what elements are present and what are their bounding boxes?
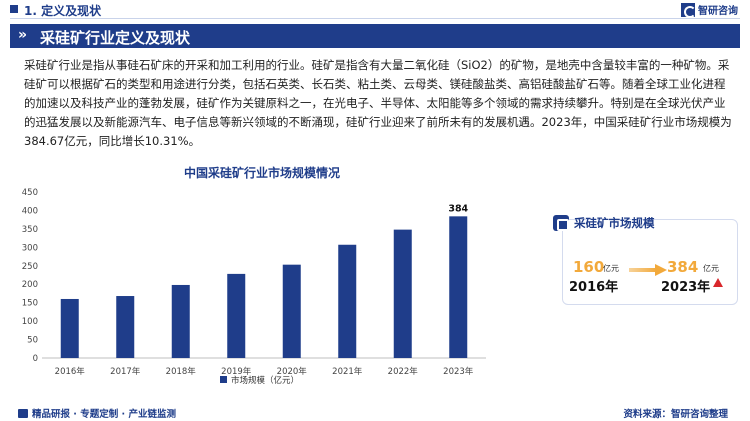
page-title: 采硅矿行业定义及现状 xyxy=(40,29,191,47)
y-tick-label: 300 xyxy=(22,243,38,253)
bar xyxy=(449,216,468,358)
footer-tagline: 精品研报 · 专题定制 · 产业链监测 xyxy=(18,406,176,420)
y-tick-label: 450 xyxy=(22,188,38,198)
up-arrow-icon xyxy=(713,278,723,287)
bar xyxy=(282,264,301,358)
bar xyxy=(171,284,190,358)
y-tick-label: 0 xyxy=(33,354,38,364)
end-unit: 亿元 xyxy=(703,264,719,273)
y-tick-label: 100 xyxy=(22,317,38,327)
brand-logo-icon xyxy=(681,2,696,18)
section-marker-icon xyxy=(10,5,18,13)
brand-name: 智研咨询 xyxy=(698,6,738,17)
x-tick-label: 2017年 xyxy=(110,366,141,377)
start-value: 160 xyxy=(573,258,605,276)
divider xyxy=(10,18,740,19)
brand: 智研咨询 xyxy=(681,2,738,18)
chart-title: 中国采硅矿行业市场规模情况 xyxy=(184,166,341,180)
x-tick-label: 2019年 xyxy=(221,366,252,377)
bar xyxy=(393,229,412,358)
start-year: 2016年 xyxy=(569,280,619,295)
data-label: 384 xyxy=(448,203,468,214)
intro-paragraph: 采硅矿行业是指从事硅石矿床的开采和加工利用的行业。硅矿是指含有大量二氧化硅（Si… xyxy=(24,58,732,148)
bar-chart: 0 50 100 150 200 250 300 350 400 450 2016年 2017年 201… xyxy=(22,188,486,386)
bar xyxy=(227,273,246,358)
x-tick-label: 2016年 xyxy=(55,366,86,377)
x-tick-label: 2022年 xyxy=(388,366,419,377)
growth-arrow-icon xyxy=(629,264,667,276)
card-title: 采硅矿市场规模 xyxy=(574,216,655,230)
y-tick-label: 250 xyxy=(22,262,38,272)
x-tick-label: 2021年 xyxy=(332,366,363,377)
end-value: 384 xyxy=(667,258,699,276)
top-bar: 1. 定义及现状 智研咨询 xyxy=(0,0,750,20)
market-size-card: 采硅矿市场规模 160 亿元 2016年 384 亿元 2023年 xyxy=(553,215,738,305)
card-badge-icon xyxy=(553,215,569,231)
book-icon xyxy=(18,408,28,418)
y-tick-label: 350 xyxy=(22,225,38,235)
legend-label: 市场规模（亿元） xyxy=(231,375,299,386)
bar xyxy=(338,244,357,358)
footer-tagline-text: 精品研报 · 专题定制 · 产业链监测 xyxy=(32,409,176,420)
y-tick-label: 50 xyxy=(27,336,38,346)
start-unit: 亿元 xyxy=(603,264,619,273)
source-note: 资料来源：智研咨询整理 xyxy=(623,409,728,420)
legend-swatch xyxy=(220,376,227,383)
y-tick-label: 400 xyxy=(22,206,38,216)
x-tick-label: 2020年 xyxy=(277,366,308,377)
title-bar: » 采硅矿行业定义及现状 xyxy=(10,24,740,48)
card-header: 采硅矿市场规模 xyxy=(553,212,655,234)
y-tick-label: 200 xyxy=(22,280,38,290)
y-tick-label: 150 xyxy=(22,299,38,309)
section-heading: 1. 定义及现状 xyxy=(24,4,102,18)
bar xyxy=(60,298,79,358)
end-year: 2023年 xyxy=(661,280,711,295)
x-tick-label: 2023年 xyxy=(443,366,474,377)
bar xyxy=(116,296,135,358)
x-tick-label: 2018年 xyxy=(166,366,197,377)
chevron-right-icon: » xyxy=(18,27,28,43)
footer: 精品研报 · 专题定制 · 产业链监测 资料来源：智研咨询整理 xyxy=(0,404,750,421)
